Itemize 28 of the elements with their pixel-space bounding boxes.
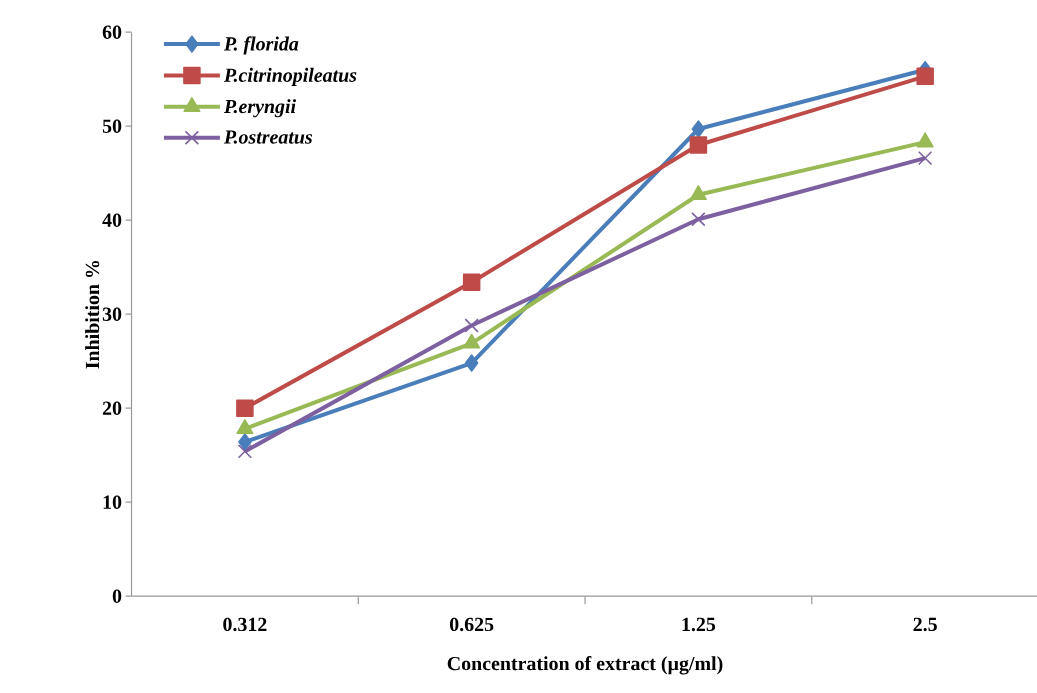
x-tick-label: 2.5 (913, 617, 937, 632)
point (238, 433, 252, 451)
y-axis-title: Inhibition % (85, 260, 100, 369)
point (689, 136, 708, 154)
x-tick-label: 1.25 (682, 617, 716, 632)
x-tick-label: 0.312 (223, 617, 267, 632)
x-axis-title: Concentration of extract (µg/ml) (447, 656, 723, 675)
point (916, 67, 934, 86)
x-tick-label: 0.625 (450, 617, 494, 632)
y-tick-label: 60 (102, 25, 122, 39)
point (918, 151, 933, 166)
point (236, 419, 254, 435)
point (462, 273, 481, 291)
point (691, 120, 706, 138)
y-tick-label: 10 (103, 495, 122, 509)
point (464, 354, 479, 372)
y-tick-label: 30 (102, 307, 122, 321)
legend-label: P.ostreatus (223, 130, 313, 144)
y-tick-label: 20 (102, 401, 122, 415)
y-tick-label: 40 (102, 213, 122, 227)
y-tick-label: 0 (112, 589, 122, 603)
point (236, 399, 254, 417)
legend-label: P. florida (223, 36, 299, 55)
point (689, 185, 707, 201)
y-tick-label: 50 (102, 119, 122, 133)
legend-label: P.citrinopileatus (223, 67, 357, 86)
point (464, 318, 479, 333)
legend-label: P.eryngii (223, 99, 296, 118)
